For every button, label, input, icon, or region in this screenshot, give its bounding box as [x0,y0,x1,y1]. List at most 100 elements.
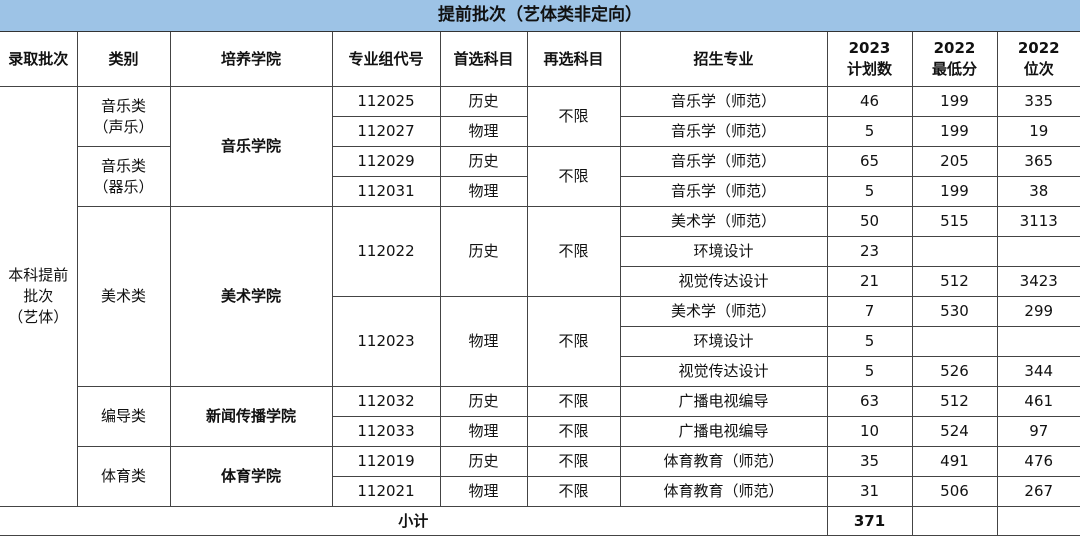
table-cell: 10 [826,416,913,447]
table-cell: 112029 [331,146,441,177]
table-cell: 不限 [526,146,621,207]
admission-table: 录取批次 类别 培养学院 专业组代号 首选科目 再选科目 招生专业 2023 计划数 2022 … [0,32,1080,536]
table-cell: 广播电视编导 [619,386,828,417]
table-cell: 音乐学（师范） [619,116,828,147]
table-cell: 112031 [332,176,441,207]
table-cell: 7 [826,296,913,327]
table-cell: 环境设计 [620,236,828,267]
table-cell: 美术类 [77,206,171,387]
table-cell: 112023 [332,296,441,387]
table-cell: 环境设计 [620,326,828,357]
table-cell: 31 [826,476,913,507]
table-cell [911,326,998,357]
table-cell: 50 [826,206,913,237]
table-cell: 199 [911,116,998,147]
table-cell: 历史 [439,146,528,177]
table-cell: 美术学院 [169,206,333,387]
table-cell: 5 [826,326,913,357]
table-cell: 历史 [439,206,528,297]
table-row: 112031 物理 音乐学（师范） 5 199 38 [0,176,1080,207]
table-cell: 体育类 [77,446,171,507]
table-cell: 广播电视编导 [619,416,828,447]
table-cell: 112033 [332,416,441,447]
header-row: 录取批次 类别 培养学院 专业组代号 首选科目 再选科目 招生专业 2023 计划数 2022 … [0,32,1080,87]
table-cell: 199 [911,86,998,117]
column-header: 类别 [76,32,171,87]
table-cell: 不限 [526,386,621,417]
table-cell: 530 [911,296,998,327]
table-cell: 38 [996,176,1080,207]
table-cell [911,236,998,267]
table-cell: 491 [911,446,998,477]
table-cell: 515 [911,206,998,237]
table-cell: 5 [826,356,913,387]
table-cell: 编导类 [77,386,171,447]
table-title: 提前批次（艺体类非定向） [0,0,1080,32]
table-cell: 365 [996,146,1080,177]
table-cell [996,236,1080,267]
table-cell: 299 [996,296,1080,327]
table-cell: 112019 [331,446,441,477]
table-cell: 5 [826,176,913,207]
table-cell: 112022 [331,206,441,297]
table-cell: 历史 [439,86,528,117]
table-cell: 112021 [332,476,441,507]
table-row: 音乐类 （器乐） 112029 历史 不限 音乐学（师范） 65 205 365 [0,146,1080,207]
table-cell: 音乐学院 [169,86,333,207]
subtotal-label: 小计 [0,506,828,536]
table-cell: 23 [826,236,913,267]
table-cell: 205 [911,146,998,177]
table-cell: 63 [826,386,913,417]
table-row: 环境设计 5 [0,326,1080,357]
table-cell: 物理 [439,476,528,507]
table-cell: 476 [996,446,1080,477]
table-cell: 5 [826,116,913,147]
subtotal-row: 小计 371 [0,506,1080,536]
table-cell: 体育学院 [169,446,333,507]
table-cell: 112032 [331,386,441,417]
table-cell: 112027 [332,116,441,147]
table-cell: 不限 [526,86,621,147]
table-cell: 历史 [439,386,528,417]
table-cell: 物理 [439,296,528,387]
table-cell: 335 [996,86,1080,117]
table-cell: 21 [826,266,913,297]
table-cell: 历史 [439,446,528,477]
table-cell: 512 [911,386,998,417]
table-row: 112033 物理 不限 广播电视编导 10 524 97 [0,416,1080,447]
table-cell [996,326,1080,357]
table-cell: 新闻传播学院 [169,386,333,447]
table-cell: 不限 [526,416,621,447]
table-cell: 美术学（师范） [619,206,828,237]
table-cell: 199 [911,176,998,207]
table-cell: 音乐类 （器乐） [77,146,171,207]
table-cell: 不限 [526,296,621,387]
column-header: 录取批次 [0,32,78,87]
table-cell: 506 [911,476,998,507]
table-cell: 本科提前 批次 （艺体） [0,86,78,507]
table-cell: 461 [996,386,1080,417]
table-cell: 97 [996,416,1080,447]
table-cell: 音乐学（师范） [619,146,828,177]
table-cell: 视觉传达设计 [620,266,828,297]
subtotal-empty [996,506,1080,536]
table-row: 体育类 体育学院 112019 历史 不限 体育教育（师范） 35 491 476 [0,446,1080,507]
table-cell: 524 [911,416,998,447]
table-row: 视觉传达设计 21 512 3423 [0,266,1080,297]
table-cell: 46 [826,86,913,117]
column-header: 再选科目 [526,32,621,87]
column-header: 首选科目 [439,32,528,87]
table-cell: 体育教育（师范） [619,476,828,507]
column-header: 培养学院 [169,32,333,87]
column-header: 专业组代号 [331,32,441,87]
table-cell: 音乐学（师范） [619,86,828,117]
table-cell: 3423 [996,266,1080,297]
column-header: 2022 位次 [996,32,1080,87]
table-cell: 267 [996,476,1080,507]
table-row: 本科提前 批次 （艺体） 音乐类 （声乐） 音乐学院 112025 历史 不限 音乐学（师范… [0,86,1080,507]
column-header: 2022 最低分 [911,32,998,87]
table-row: 美术类 美术学院 112022 历史 不限 美术学（师范） 50 515 3113 [0,206,1080,387]
table-cell: 不限 [526,446,621,477]
table-cell: 65 [826,146,913,177]
column-header: 招生专业 [619,32,828,87]
